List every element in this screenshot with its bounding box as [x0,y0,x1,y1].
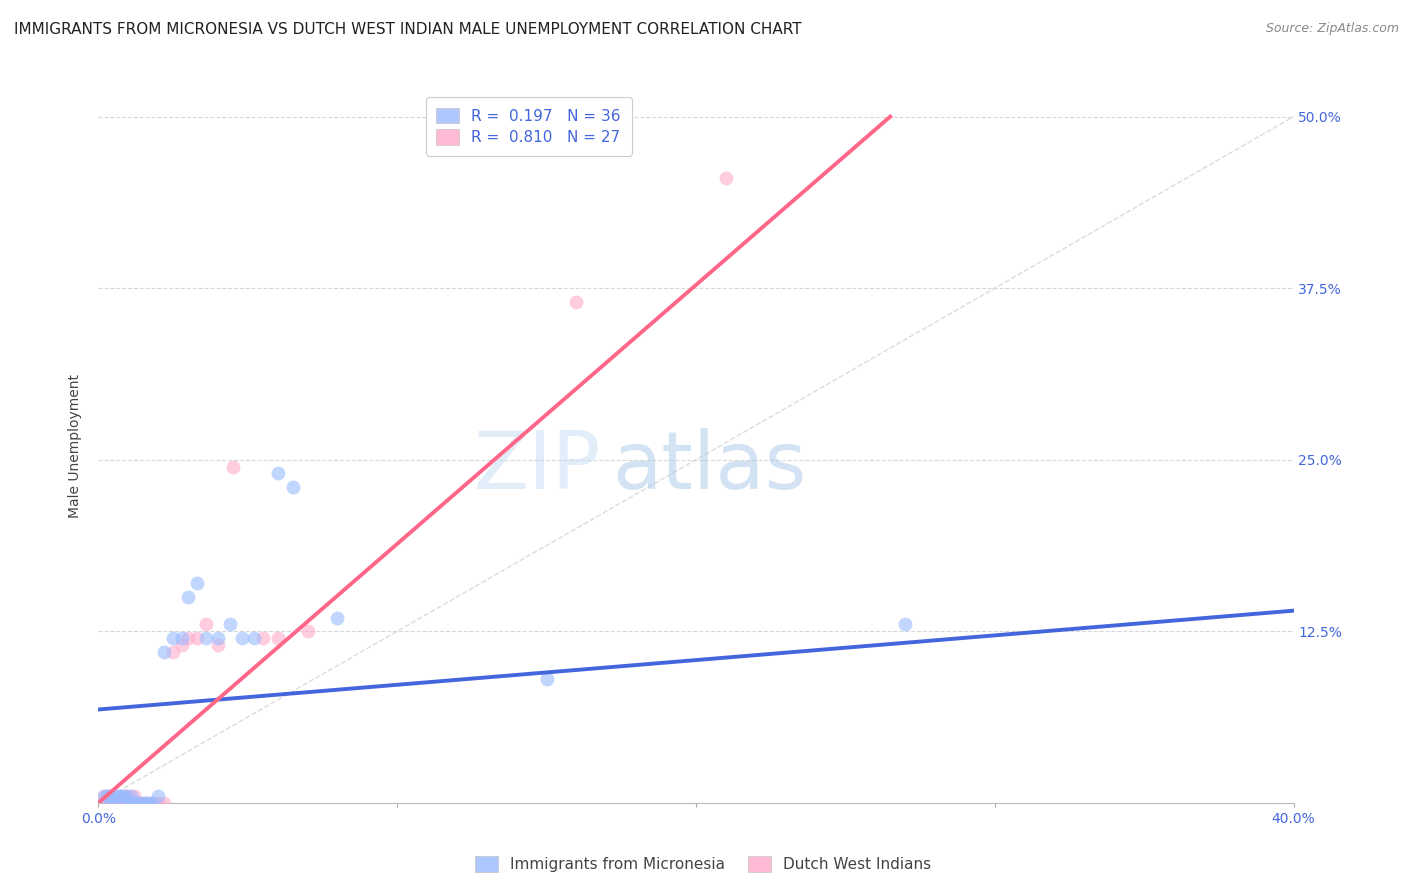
Point [117,796,139,810]
Point [148,796,170,810]
Point [96,789,118,803]
Point [326,610,349,624]
Point [105,789,128,803]
Point [565,294,588,309]
Point [172,638,194,652]
Text: ZIP: ZIP [472,428,600,507]
Point [231,631,253,645]
Text: atlas: atlas [613,428,807,507]
Point [100,796,122,810]
Point [536,673,558,687]
Point [117,796,139,810]
Point [108,789,131,803]
Point [281,480,304,494]
Point [111,796,134,810]
Legend: R =  0.197   N = 36, R =  0.810   N = 27: R = 0.197 N = 36, R = 0.810 N = 27 [426,97,631,155]
Point [96,789,118,803]
Point [129,796,152,810]
Point [93,789,115,803]
Point [297,624,319,639]
Point [135,796,157,810]
Legend: Immigrants from Micronesia, Dutch West Indians: Immigrants from Micronesia, Dutch West I… [467,848,939,880]
Point [162,645,184,659]
Point [127,796,149,810]
Point [222,459,245,474]
Point [103,796,125,810]
Point [111,789,134,803]
Point [714,171,737,186]
Text: Source: ZipAtlas.com: Source: ZipAtlas.com [1265,22,1399,36]
Point [105,796,128,810]
Point [124,789,146,803]
Point [153,645,176,659]
Point [207,631,229,645]
Point [267,467,290,481]
Point [252,631,274,645]
Point [103,789,125,803]
Point [124,796,146,810]
Point [177,590,200,604]
Point [207,638,229,652]
Point [177,631,200,645]
Point [100,789,122,803]
Point [135,796,157,810]
Point [219,617,242,632]
Point [153,796,176,810]
Text: IMMIGRANTS FROM MICRONESIA VS DUTCH WEST INDIAN MALE UNEMPLOYMENT CORRELATION CH: IMMIGRANTS FROM MICRONESIA VS DUTCH WEST… [14,22,801,37]
Point [195,617,218,632]
Point [186,576,208,591]
Y-axis label: Male Unemployment: Male Unemployment [69,374,83,518]
Point [148,789,170,803]
Point [141,796,163,810]
Point [100,789,122,803]
Point [93,789,115,803]
Point [186,631,208,645]
Point [108,796,131,810]
Point [243,631,266,645]
Point [162,631,184,645]
Point [141,796,163,810]
Point [103,796,125,810]
Point [894,617,917,632]
Point [195,631,218,645]
Point [138,796,160,810]
Point [267,631,290,645]
Point [120,789,142,803]
Point [172,631,194,645]
Point [132,796,155,810]
Point [117,789,139,803]
Point [114,789,136,803]
Point [129,796,152,810]
Point [114,789,136,803]
